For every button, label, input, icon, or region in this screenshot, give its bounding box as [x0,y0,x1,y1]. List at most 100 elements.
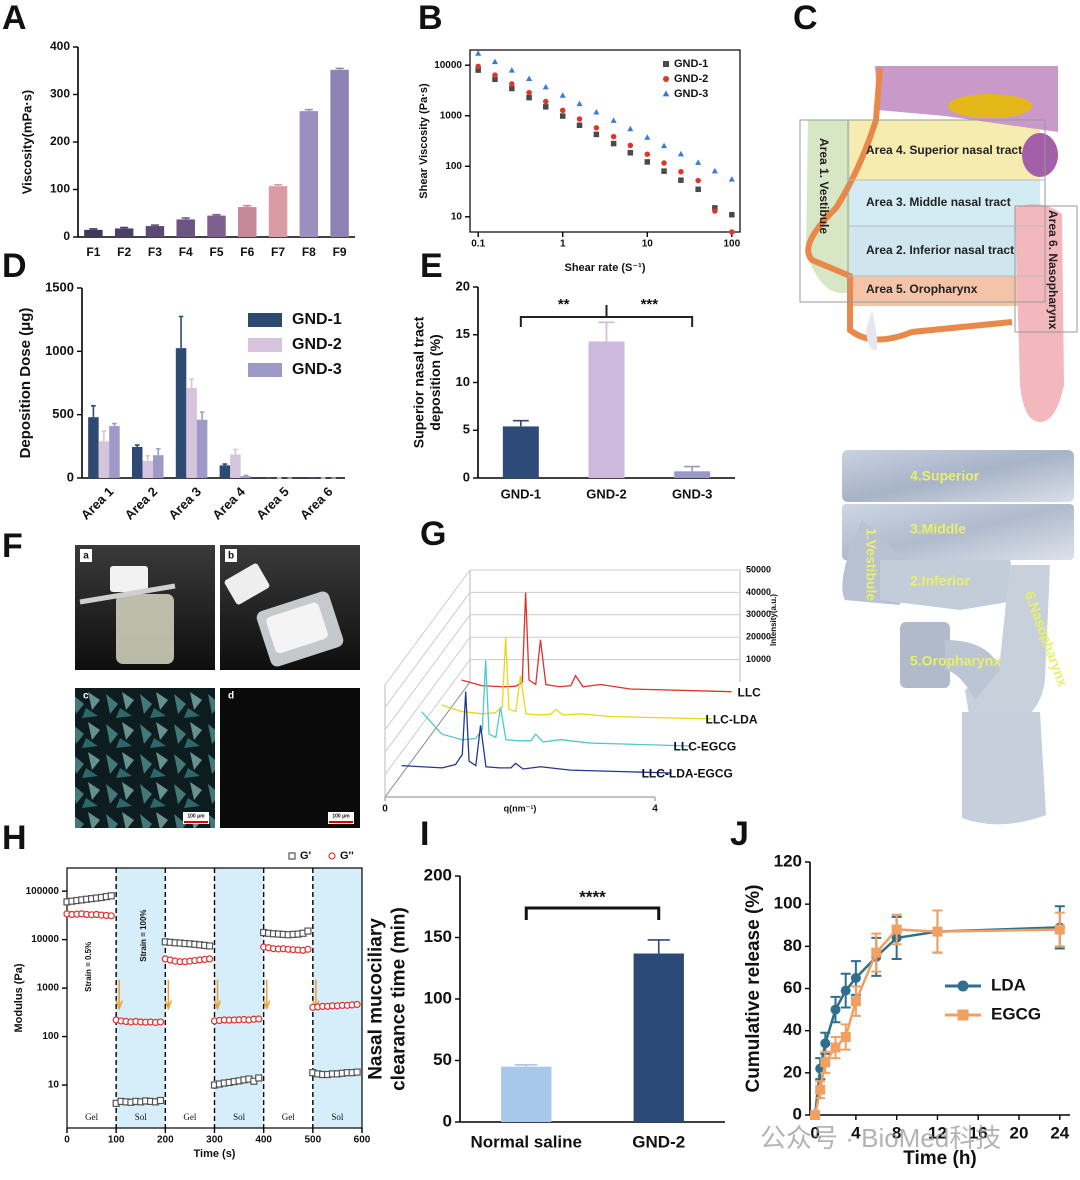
y-tick-label: 200 [424,865,452,884]
error-bar [335,67,344,70]
error-bar [89,228,98,230]
uvula [866,310,878,351]
marker [107,912,115,920]
marker [840,985,851,996]
phase-band [67,868,117,1128]
y-tick-label: 1000 [440,110,463,121]
marker [559,107,566,114]
z-tick-label: 30000 [746,609,771,619]
scale-label: 100 μm [187,813,205,819]
marker [576,116,583,122]
y-tick-label: 150 [424,927,452,946]
y-tick-label: 50 [433,1050,452,1069]
marker [932,926,943,937]
model-label: 5.Oropharynx [910,653,1001,669]
x-tick-label: F5 [209,245,223,259]
marker [304,927,312,935]
region-oropharynx [850,276,1020,306]
x-tick-label: F2 [117,245,131,259]
grid-line [384,614,740,731]
marker [559,113,566,119]
y-axis-label: Cumulative release (%) [743,884,764,1092]
grid-line [384,569,740,686]
marker [205,942,214,950]
error-bar [189,378,194,389]
error-bar [112,422,117,427]
marker [627,142,634,149]
marker [593,108,600,115]
marker [712,205,718,211]
marker [255,1074,263,1082]
y-tick-label: 5 [463,422,470,437]
grid-line [384,636,740,753]
x-tick-label: GND-1 [501,486,541,501]
x-tick-label: F1 [86,245,100,259]
x-tick-label: Area 4 [209,483,248,522]
panel-letter: G [420,515,446,553]
marker [871,947,882,958]
transition-arrow [262,979,271,1011]
x-tick-label: 0 [64,1135,70,1146]
series-label: LLC-LDA [706,713,758,727]
y-tick-label: 100 [424,988,452,1007]
marker [627,150,634,156]
x-tick-label: 4 [652,804,658,815]
photo-c [75,688,215,828]
x-tick-label: 12 [928,1123,947,1142]
marker [509,85,515,92]
y-axis-label: Shear Viscosity (Pa·s) [418,83,430,199]
x-axis-label: q(nm⁻¹) [504,803,537,813]
gel [266,602,328,654]
legend-label: G'' [340,850,354,862]
phase-band [165,868,215,1128]
significance-label: **** [579,887,606,906]
marker [644,134,651,140]
marker [891,924,902,935]
y-tick-label: 20 [456,278,470,293]
y-tick-label: 120 [774,851,802,870]
legend-swatch [957,980,969,992]
panel-letter: F [2,527,23,565]
error-bar [178,315,184,349]
y-tick-label: 10 [456,374,470,389]
x-tick-label: 0.1 [471,239,485,250]
y-tick-label: 0 [63,229,70,243]
region-inferior [850,226,1020,276]
bar [501,1066,552,1122]
y-tick-label: 400 [50,39,70,53]
transition-arrow [115,979,123,1011]
y-tick-label: 10 [48,1080,60,1091]
marker [729,229,735,235]
legend-swatch [288,852,296,860]
phase-label: Gel [85,1112,98,1122]
bar [633,953,684,1122]
legend-swatch [248,313,282,327]
watermark: 公众号 · BioMed科技 [760,1123,1001,1153]
series-line [461,592,732,693]
error-bar [243,474,249,477]
x-tick-label: 300 [206,1135,223,1146]
bar [330,69,349,237]
area-label: Area 1. Vestibule [817,138,831,234]
x-tick-label: 24 [1050,1123,1069,1142]
y-tick-label: 500 [52,406,74,421]
x-tick-label: Area 3 [165,484,204,523]
marker [492,76,498,83]
scale-label: 100 μm [332,813,350,819]
bar [502,426,539,478]
y-axis-label: Nasal mucociliary [366,918,387,1080]
bar [84,229,103,237]
error-bar [647,939,670,954]
model-connector [945,640,1000,700]
marker [840,1031,851,1042]
phase-band [263,868,313,1128]
area-label: Area 4. Superior nasal tract [866,143,1022,157]
marker [810,1110,821,1120]
bar [98,441,110,478]
x-tick-label: Normal saline [471,1132,583,1151]
y-tick-label: 100 [50,182,70,196]
marker [695,159,702,165]
plot-frame [469,49,741,233]
region-vestibule [806,120,850,294]
